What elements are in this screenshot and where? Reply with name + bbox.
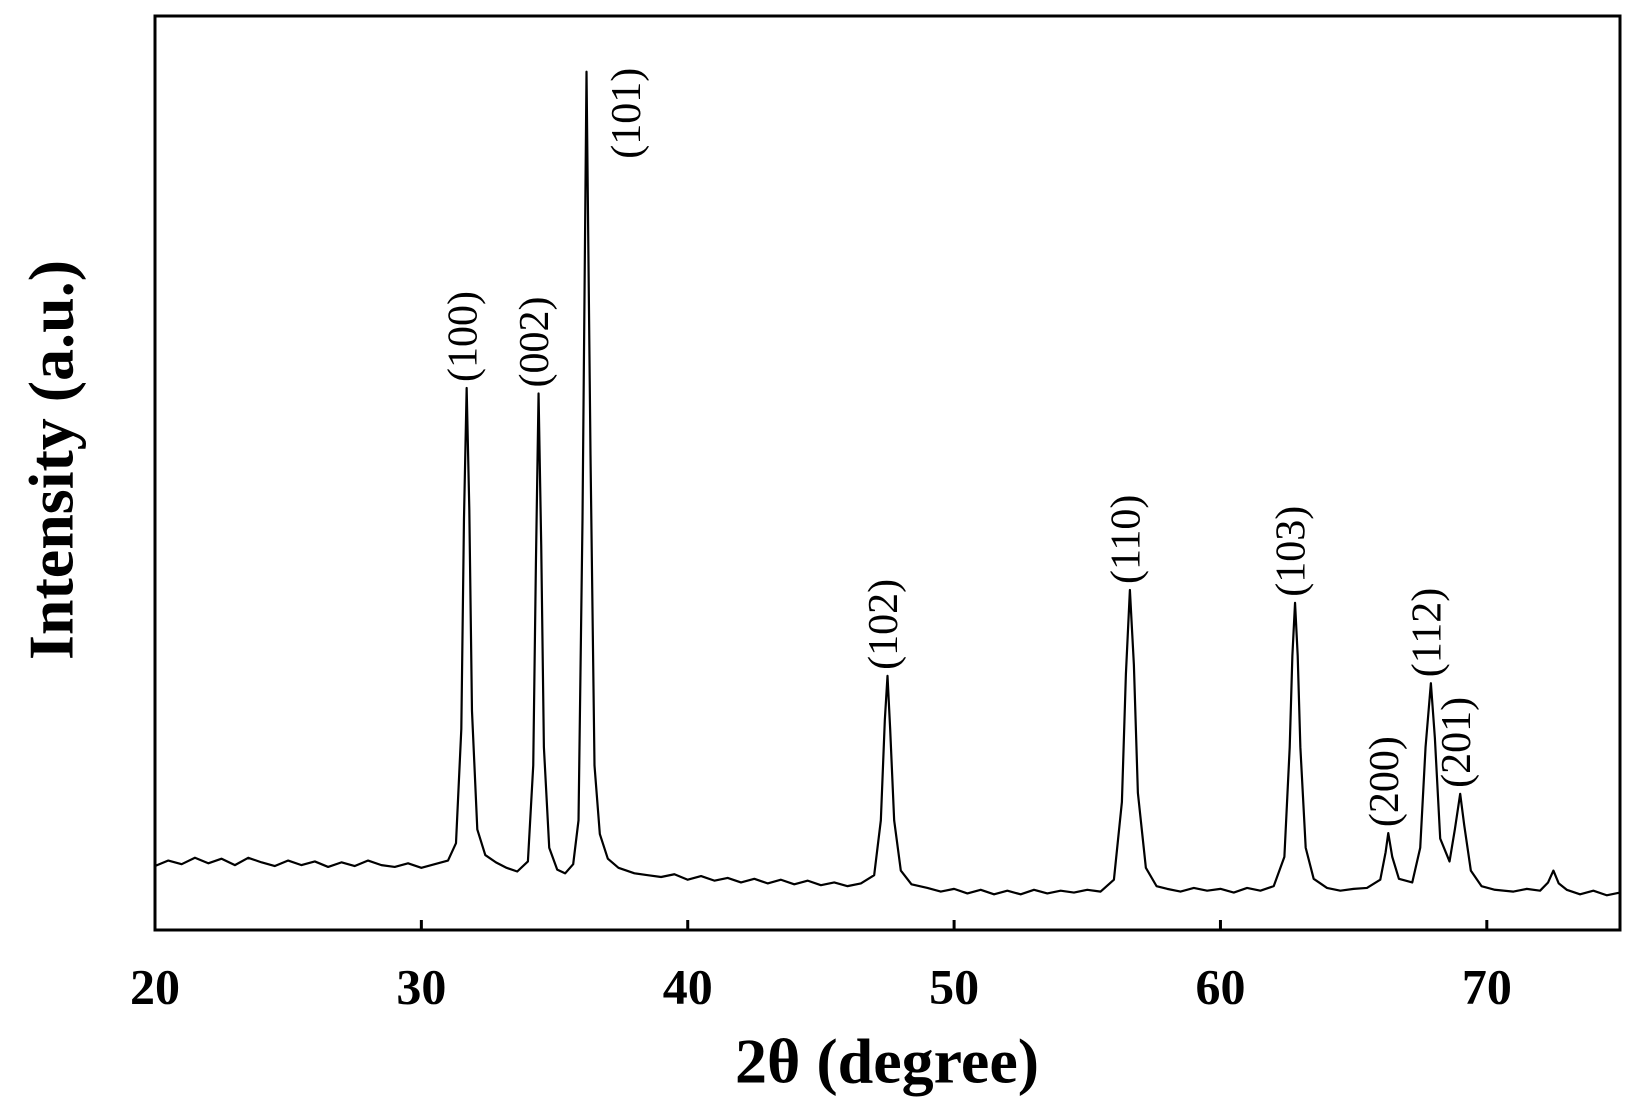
peak-label: (002) — [512, 296, 558, 387]
peak-label: (102) — [861, 579, 907, 670]
peak-label: (101) — [604, 68, 650, 159]
plot-frame — [153, 14, 1622, 932]
peak-label: (100) — [440, 291, 486, 382]
peak-label: (103) — [1269, 506, 1315, 597]
x-tick-label: 70 — [1462, 958, 1512, 1014]
x-tick-label: 60 — [1195, 958, 1245, 1014]
y-axis-title: Intensity (a.u.) — [16, 260, 87, 660]
x-tick-label: 50 — [929, 958, 979, 1014]
peak-label: (110) — [1104, 495, 1150, 584]
peak-label: (200) — [1362, 736, 1408, 827]
x-tick-label: 20 — [130, 958, 180, 1014]
peak-label: (112) — [1405, 588, 1451, 677]
peak-label: (201) — [1434, 697, 1480, 788]
x-tick-label: 30 — [396, 958, 446, 1014]
x-tick-label: 40 — [663, 958, 713, 1014]
x-axis-title: 2θ (degree) — [735, 1026, 1039, 1097]
data-line — [154, 70, 1621, 897]
